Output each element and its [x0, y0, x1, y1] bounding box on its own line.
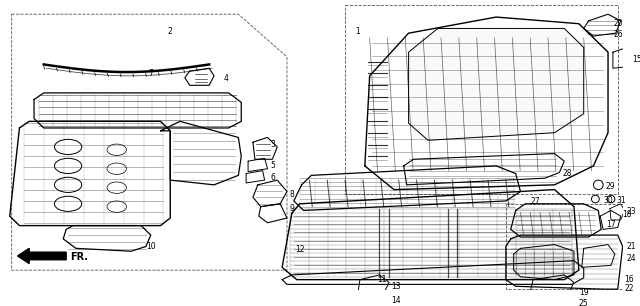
FancyArrow shape	[17, 248, 66, 263]
Polygon shape	[408, 28, 584, 140]
Text: 13: 13	[391, 282, 401, 292]
Text: 11: 11	[378, 275, 387, 284]
Text: 26: 26	[613, 30, 623, 39]
Text: 1: 1	[355, 27, 360, 35]
Text: 17: 17	[606, 220, 616, 229]
Text: 15: 15	[632, 55, 640, 64]
Text: 18: 18	[623, 211, 632, 219]
Text: 16: 16	[625, 275, 634, 284]
Text: 21: 21	[627, 242, 636, 251]
Text: 25: 25	[579, 299, 588, 306]
Text: FR.: FR.	[70, 252, 88, 262]
Text: 28: 28	[563, 169, 572, 178]
Text: 4: 4	[224, 74, 228, 83]
Text: 9: 9	[290, 204, 295, 213]
Text: 14: 14	[391, 296, 401, 305]
Text: 7: 7	[148, 69, 153, 78]
Text: 24: 24	[627, 254, 636, 263]
Text: 20: 20	[613, 19, 623, 28]
Text: 31: 31	[617, 196, 627, 205]
Text: 19: 19	[579, 288, 588, 297]
Text: 23: 23	[627, 207, 636, 216]
Text: 29: 29	[605, 182, 615, 191]
Polygon shape	[514, 244, 574, 280]
Text: 5: 5	[271, 161, 275, 170]
Text: 27: 27	[530, 197, 540, 206]
Text: 2: 2	[168, 27, 173, 35]
Text: 6: 6	[271, 174, 275, 182]
Text: 8: 8	[290, 190, 294, 199]
Text: 3: 3	[271, 140, 275, 149]
Text: 10: 10	[146, 242, 156, 251]
Text: 12: 12	[295, 244, 304, 254]
Text: 22: 22	[625, 284, 634, 293]
Text: 30: 30	[603, 196, 613, 205]
